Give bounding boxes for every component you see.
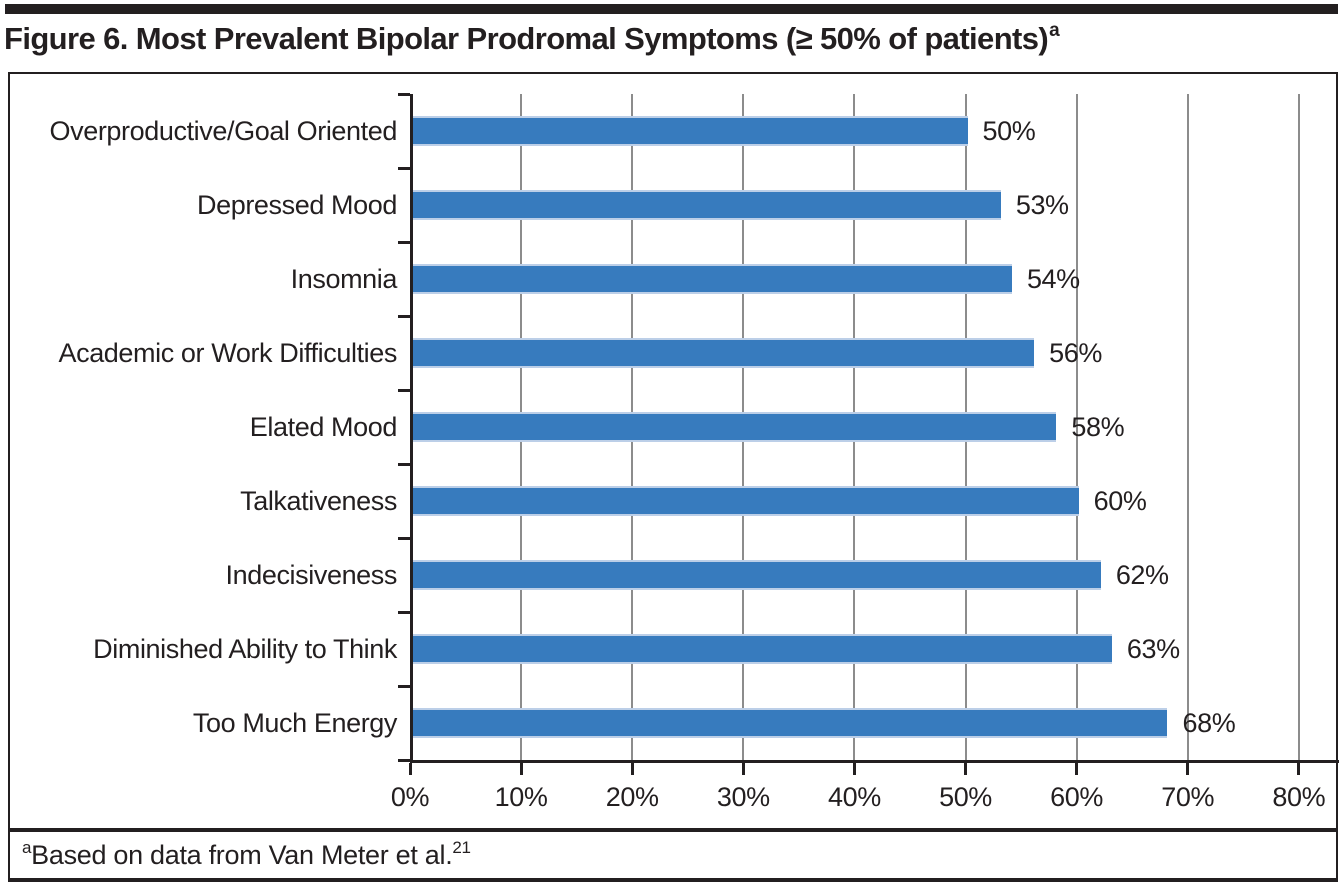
category-label: Academic or Work Difficulties [58, 337, 397, 368]
gridline-60 [1075, 94, 1078, 760]
category-label: Indecisiveness [225, 559, 398, 590]
y-axis-tick [398, 240, 410, 244]
bar-value-label: 54% [1026, 263, 1080, 294]
category-label: Too Much Energy [192, 707, 398, 738]
figure-title: Figure 6. Most Prevalent Bipolar Prodrom… [4, 19, 1060, 57]
x-axis-tick [408, 763, 412, 775]
bar-talkativeness [412, 486, 1079, 516]
y-axis-tick [398, 684, 410, 688]
bar-overproductive-goal-oriented [412, 116, 968, 146]
x-axis-tick [1186, 763, 1190, 775]
x-axis-tick [741, 763, 745, 775]
gridline-70 [1186, 94, 1189, 760]
footnote-box: aBased on data from Van Meter et al.21 [8, 830, 1338, 882]
x-axis-tick [519, 763, 523, 775]
x-axis-tick-label: 50% [939, 782, 992, 812]
bar-value-label: 62% [1115, 559, 1169, 590]
x-axis-tick [964, 763, 967, 775]
x-axis-tick-label: 30% [716, 782, 770, 812]
x-axis-tick-label: 70% [1161, 782, 1215, 812]
bar-diminished-ability-to-think [412, 634, 1112, 664]
x-axis-tick-label: 40% [827, 782, 881, 812]
x-axis-tick-label: 60% [1050, 782, 1104, 812]
gridline-80 [1297, 94, 1300, 760]
x-axis [410, 760, 1339, 763]
footnote-text: Based on data from Van Meter et al. [31, 840, 453, 870]
y-axis-tick [398, 462, 410, 466]
y-axis-tick [398, 610, 410, 614]
bar-indecisiveness [412, 560, 1101, 590]
footnote-superscript-a: a [22, 838, 32, 857]
x-axis-tick [630, 763, 634, 775]
category-label: Insomnia [290, 263, 398, 294]
y-axis-tick [398, 166, 410, 170]
category-label: Elated Mood [249, 411, 398, 442]
bar-elated-mood [412, 412, 1057, 442]
y-axis-tick [398, 388, 410, 392]
x-axis-tick [1075, 763, 1079, 775]
y-axis-tick [398, 92, 410, 96]
figure-title-text: Figure 6. Most Prevalent Bipolar Prodrom… [4, 21, 1049, 56]
bar-value-label: 56% [1049, 337, 1102, 368]
y-axis [410, 94, 413, 763]
bar-chart: Overproductive/Goal Oriented 50% Depressed… [8, 72, 1339, 830]
bar-value-label: 63% [1126, 633, 1180, 664]
category-label: Overproductive/Goal Oriented [49, 115, 398, 146]
figure-title-superscript: a [1049, 19, 1060, 41]
x-axis-tick-label: 80% [1272, 782, 1326, 812]
y-axis-tick [398, 314, 410, 318]
y-axis-tick [398, 758, 410, 762]
category-label: Talkativeness [240, 485, 397, 516]
x-axis-tick-label: 10% [494, 782, 548, 812]
bar-academic-or-work-difficulties [412, 338, 1035, 368]
x-axis-tick [852, 763, 856, 775]
bar-value-label: 68% [1182, 707, 1236, 738]
bar-insomnia [412, 264, 1012, 294]
category-label: Depressed Mood [196, 189, 397, 220]
bar-depressed-mood [412, 190, 1001, 220]
footnote: aBased on data from Van Meter et al.21 [22, 838, 471, 871]
bar-value-label: 60% [1093, 485, 1147, 516]
bar-value-label: 53% [1015, 189, 1069, 220]
top-rule [5, 4, 1338, 14]
x-axis-tick [1297, 763, 1301, 775]
bar-too-much-energy [412, 708, 1168, 738]
bar-value-label: 50% [982, 115, 1036, 146]
y-axis-tick [398, 536, 410, 540]
x-axis-tick-label: 0% [390, 782, 430, 812]
x-axis-tick-label: 20% [605, 782, 659, 812]
footnote-reference-number: 21 [452, 838, 471, 857]
category-label: Diminished Ability to Think [93, 633, 397, 664]
bar-value-label: 58% [1071, 411, 1125, 442]
